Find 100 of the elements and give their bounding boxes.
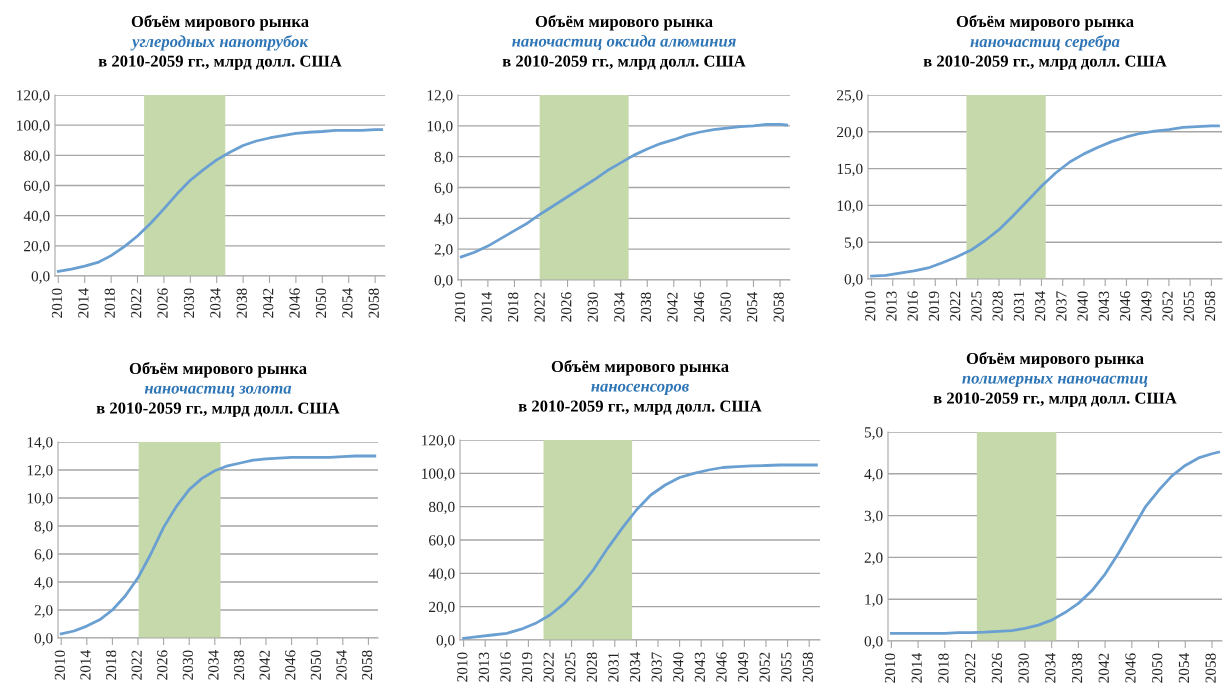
y-tick-label: 8,0 xyxy=(434,151,453,165)
x-tick-label: 2034 xyxy=(629,652,641,682)
x-tick-label: 2014 xyxy=(80,650,91,680)
x-tick-label: 2018 xyxy=(104,288,115,318)
y-tick-label: 6,0 xyxy=(434,182,453,196)
text: в 2010-2059 гг., млрд долл. США xyxy=(502,55,746,71)
x-tick-label: 2030 xyxy=(183,288,195,318)
text: в 2010-2059 гг., млрд долл. США xyxy=(98,55,342,71)
x-tick-label: 2038 xyxy=(233,650,245,680)
y-tick-label: 0,0 xyxy=(31,271,50,284)
x-tick-label: 2046 xyxy=(1119,291,1131,321)
x-tick-label: 2016 xyxy=(907,291,918,321)
y-tick-label: 0,0 xyxy=(436,635,455,648)
x-tick-label: 2054 xyxy=(336,650,347,680)
x-tick-label: 2043 xyxy=(694,652,706,682)
x-tick-label: 2038 xyxy=(1071,653,1083,683)
x-tick-label: 2054 xyxy=(746,292,758,322)
x-tick-label: 2013 xyxy=(886,291,897,321)
x-tick-label: 2022 xyxy=(534,292,545,322)
x-tick-label: 2034 xyxy=(208,650,219,680)
y-tick-label: 4,0 xyxy=(34,577,53,590)
chart-subtitle: наночастиц золота xyxy=(144,385,292,397)
x-tick-label: 2014 xyxy=(481,292,492,322)
x-tick-label: 2038 xyxy=(640,292,652,322)
x-tick-label: 2026 xyxy=(561,292,572,322)
x-tick-label: 2022 xyxy=(543,652,554,682)
x-tick-label: 2052 xyxy=(1162,291,1173,321)
x-tick-label: 2018 xyxy=(105,650,117,680)
x-tick-label: 2050 xyxy=(315,288,327,318)
y-tick-label: 60,0 xyxy=(24,180,50,194)
x-tick-label: 2019 xyxy=(928,291,940,321)
y-tick-label: 20,0 xyxy=(24,240,50,254)
x-tick-label: 2031 xyxy=(1013,291,1025,321)
x-tick-label: 2013 xyxy=(478,652,490,682)
y-tick-label: 40,0 xyxy=(428,568,455,581)
y-tick-label: 5,0 xyxy=(864,427,883,440)
x-tick-label: 2018 xyxy=(938,653,949,683)
y-tick-label: 120,0 xyxy=(422,435,455,448)
x-tick-label: 2050 xyxy=(1152,653,1163,683)
x-tick-label: 2043 xyxy=(1098,291,1109,321)
x-tick-label: 2058 xyxy=(773,292,784,322)
x-tick-label: 2026 xyxy=(157,650,168,680)
y-tick-label: 5,0 xyxy=(844,237,863,250)
y-tick-label: 80,0 xyxy=(23,150,50,163)
x-tick-label: 2034 xyxy=(1034,291,1046,321)
x-tick-label: 2034 xyxy=(1045,653,1056,683)
chart-title: Объём мирового рынка xyxy=(131,15,309,31)
chart-subtitle: углеродных нанотрубок xyxy=(130,35,309,51)
y-tick-label: 4,0 xyxy=(864,468,883,482)
x-tick-label: 2034 xyxy=(614,292,625,322)
x-tick-label: 2049 xyxy=(737,652,749,682)
x-tick-label: 2037 xyxy=(651,652,662,682)
x-tick-label: 2055 xyxy=(1183,291,1194,321)
y-tick-label: 12,0 xyxy=(427,90,453,103)
x-tick-label: 2046 xyxy=(289,288,300,318)
chart-subtitle: наночастиц оксида алюминия xyxy=(512,35,736,50)
y-tick-label: 0,0 xyxy=(844,274,863,287)
x-tick-label: 2052 xyxy=(759,652,770,682)
y-tick-label: 20,0 xyxy=(837,126,863,140)
y-tick-label: 6,0 xyxy=(34,549,53,562)
x-tick-label: 2030 xyxy=(587,292,598,322)
text: в 2010-2059 гг., млрд долл. США xyxy=(96,402,340,418)
y-tick-label: 2,0 xyxy=(434,244,453,257)
x-tick-label: 2042 xyxy=(259,650,270,680)
y-tick-label: 0,0 xyxy=(864,636,883,649)
x-tick-label: 2050 xyxy=(720,292,731,322)
x-tick-label: 2010 xyxy=(884,653,896,683)
x-tick-label: 2010 xyxy=(865,291,876,321)
chart-title: Объём мирового рынка xyxy=(956,15,1134,31)
x-tick-label: 2058 xyxy=(368,288,379,318)
chart-title: Объём мирового рынка xyxy=(966,352,1144,368)
line-series xyxy=(889,450,1221,635)
line-series xyxy=(459,122,789,259)
y-tick-label: 25,0 xyxy=(837,90,863,103)
x-tick-label: 2019 xyxy=(521,652,533,682)
x-tick-label: 2054 xyxy=(1178,653,1190,683)
y-tick-label: 10,0 xyxy=(837,200,863,214)
x-tick-label: 2014 xyxy=(911,653,922,683)
x-tick-label: 2018 xyxy=(507,292,519,322)
y-tick-label: 0,0 xyxy=(34,633,53,646)
x-tick-label: 2022 xyxy=(131,650,142,680)
y-tick-label: 8,0 xyxy=(34,521,53,534)
x-tick-label: 2058 xyxy=(361,650,373,680)
x-tick-label: 2030 xyxy=(182,650,194,680)
x-tick-label: 2046 xyxy=(693,292,705,322)
x-tick-label: 2055 xyxy=(781,652,792,682)
x-tick-label: 2010 xyxy=(51,288,63,318)
x-tick-label: 2025 xyxy=(565,652,576,682)
x-tick-label: 2042 xyxy=(667,292,678,322)
chart-subtitle: наносенсоров xyxy=(591,383,689,396)
y-tick-label: 2,0 xyxy=(34,605,53,618)
x-tick-label: 2014 xyxy=(78,288,89,318)
x-tick-label: 2046 xyxy=(716,652,727,682)
x-tick-label: 2058 xyxy=(1205,653,1216,683)
x-tick-label: 2042 xyxy=(1098,653,1109,683)
y-tick-label: 60,0 xyxy=(429,535,455,548)
chart-title: Объём мирового рынка xyxy=(535,15,713,31)
x-tick-label: 2010 xyxy=(54,650,66,680)
x-tick-label: 2028 xyxy=(992,291,1003,321)
x-tick-label: 2040 xyxy=(1077,291,1088,321)
